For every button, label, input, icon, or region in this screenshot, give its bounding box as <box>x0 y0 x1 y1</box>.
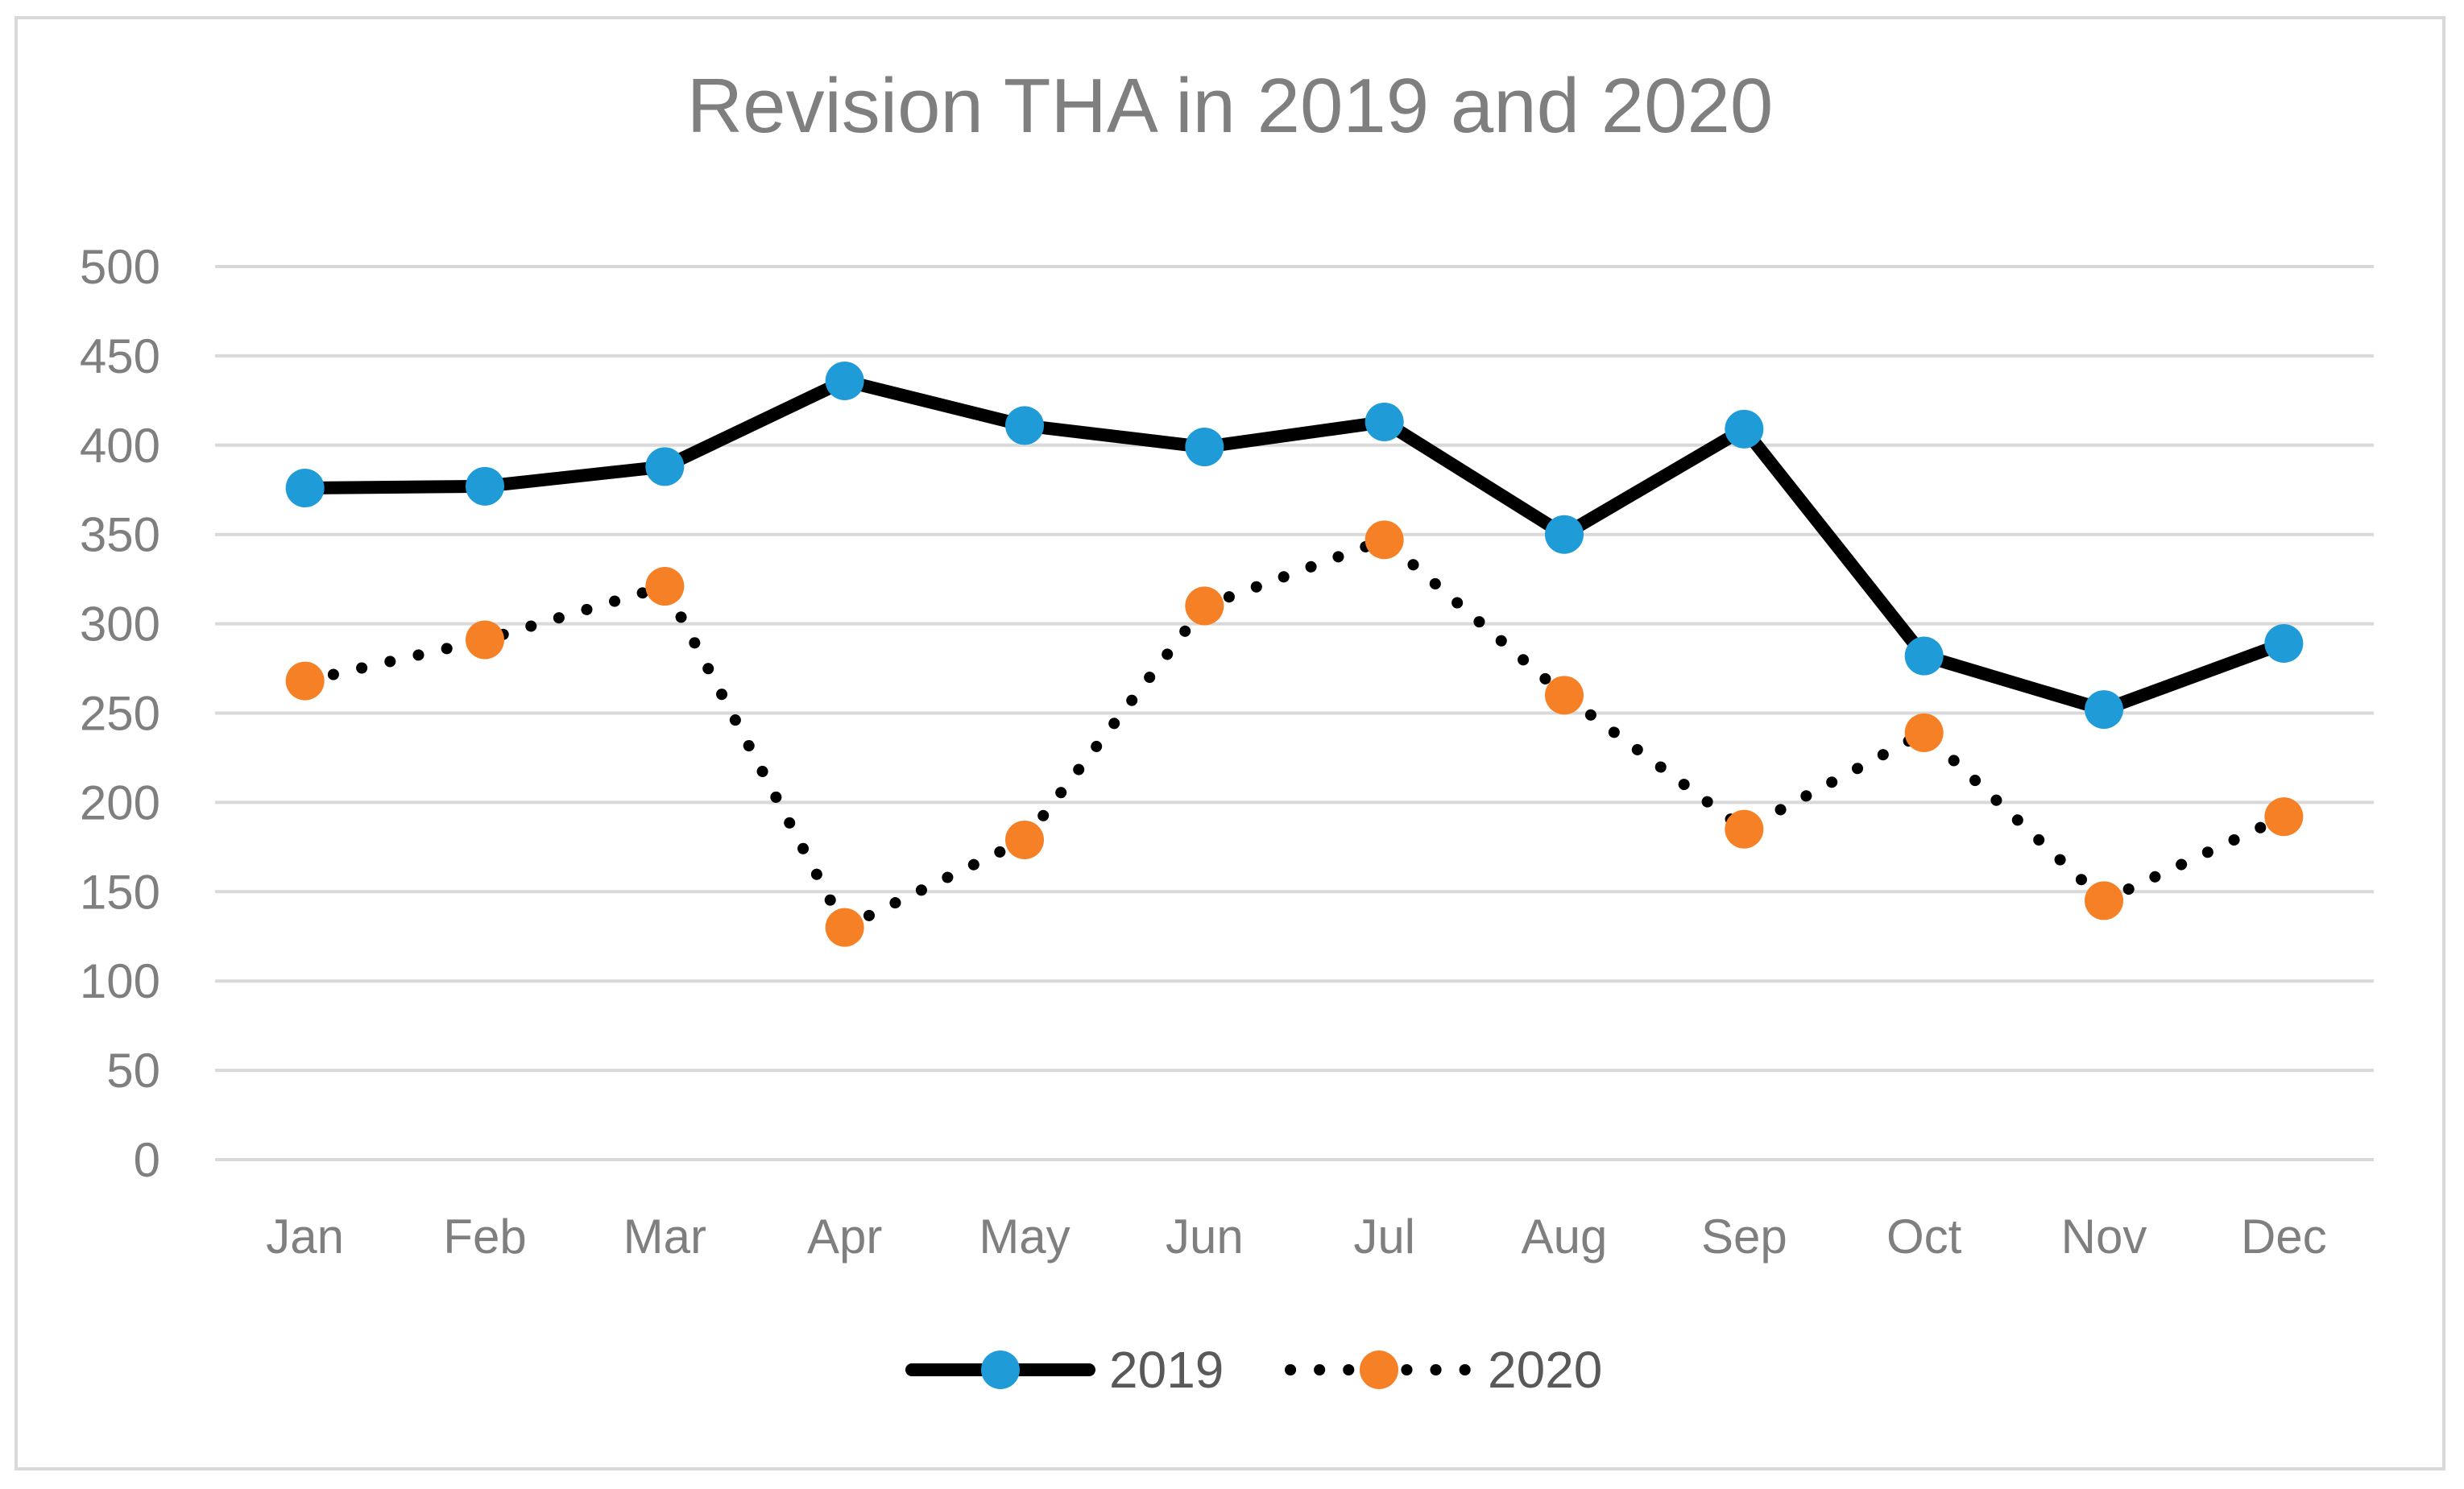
x-tick-label: Feb <box>443 1210 526 1264</box>
x-axis-ticks: Jan Feb Mar Apr May Jun Jul Aug Sep Oct Nov Dec <box>266 1210 2326 1264</box>
legend-item-2019: 2019 <box>905 1341 1224 1399</box>
legend-marker-2020 <box>1360 1350 1398 1389</box>
series-line-2020 <box>299 534 2290 933</box>
x-tick-label: Dec <box>2241 1210 2327 1264</box>
data-point-2020-Jan <box>285 661 325 701</box>
data-point-2020-Nov <box>2085 881 2123 920</box>
data-point-2020-May <box>1005 820 1044 859</box>
chart-frame: Revision THA in 2019 and 2020 0 50 100 150 2… <box>14 16 2445 1470</box>
data-point-2020-Feb <box>466 620 504 660</box>
data-point-2020-Oct <box>1904 713 1944 752</box>
data-point-2019-Mar <box>645 447 685 486</box>
y-tick-label: 250 <box>80 687 160 741</box>
data-point-2020-Mar <box>645 567 685 606</box>
data-point-2020-Jul <box>1365 520 1404 560</box>
grid-layer <box>215 265 2374 1161</box>
data-point-2019-Apr <box>825 361 864 400</box>
legend-marker-2019 <box>981 1350 1020 1389</box>
y-axis-ticks: 0 50 100 150 200 250 300 350 400 450 500 <box>80 240 160 1187</box>
series-layer <box>285 361 2304 947</box>
data-point-2019-Jun <box>1185 428 1224 467</box>
y-tick-label: 500 <box>80 240 160 294</box>
chart-title: Revision THA in 2019 and 2020 <box>687 63 1774 149</box>
data-point-2020-Dec <box>2264 797 2304 837</box>
legend: 2019 2020 <box>905 1341 1602 1399</box>
data-point-2019-Jul <box>1365 402 1404 441</box>
x-tick-label: May <box>979 1210 1070 1264</box>
x-tick-label: Aug <box>1522 1210 1608 1264</box>
data-point-2019-Nov <box>2085 690 2123 730</box>
y-tick-label: 350 <box>80 508 160 562</box>
x-tick-label: Mar <box>623 1210 706 1264</box>
legend-item-2020: 2020 <box>1285 1341 1602 1399</box>
x-tick-label: Jan <box>266 1210 344 1264</box>
x-tick-label: Sep <box>1701 1210 1787 1264</box>
chart-svg: Revision THA in 2019 and 2020 0 50 100 150 2… <box>80 63 2374 1399</box>
y-tick-label: 100 <box>80 954 160 1008</box>
legend-label-2019: 2019 <box>1109 1341 1224 1399</box>
y-tick-label: 50 <box>106 1044 160 1098</box>
data-point-2020-Jun <box>1185 586 1224 626</box>
y-tick-label: 150 <box>80 865 160 919</box>
x-tick-label: Nov <box>2061 1210 2147 1264</box>
series-2019 <box>285 361 2304 730</box>
data-point-2019-Oct <box>1904 636 1944 676</box>
y-tick-label: 400 <box>80 419 160 473</box>
y-tick-label: 200 <box>80 776 160 829</box>
data-point-2019-Jan <box>285 469 325 508</box>
x-tick-label: Apr <box>807 1210 882 1264</box>
x-tick-label: Jun <box>1166 1210 1244 1264</box>
data-point-2019-Dec <box>2264 623 2304 663</box>
y-tick-label: 300 <box>80 598 160 651</box>
series-line-2019 <box>298 374 2291 717</box>
data-point-2020-Apr <box>825 908 864 947</box>
x-tick-label: Jul <box>1353 1210 1415 1264</box>
data-point-2020-Aug <box>1545 676 1584 715</box>
legend-label-2020: 2020 <box>1488 1341 1602 1399</box>
data-point-2019-Sep <box>1725 409 1764 449</box>
x-tick-label: Oct <box>1886 1210 1962 1264</box>
data-point-2019-Feb <box>466 466 504 506</box>
data-point-2019-May <box>1005 406 1044 445</box>
y-tick-label: 0 <box>134 1133 160 1187</box>
series-2020 <box>285 520 2304 947</box>
y-tick-label: 450 <box>80 329 160 383</box>
data-point-2020-Sep <box>1725 809 1764 849</box>
data-point-2019-Aug <box>1545 515 1584 554</box>
